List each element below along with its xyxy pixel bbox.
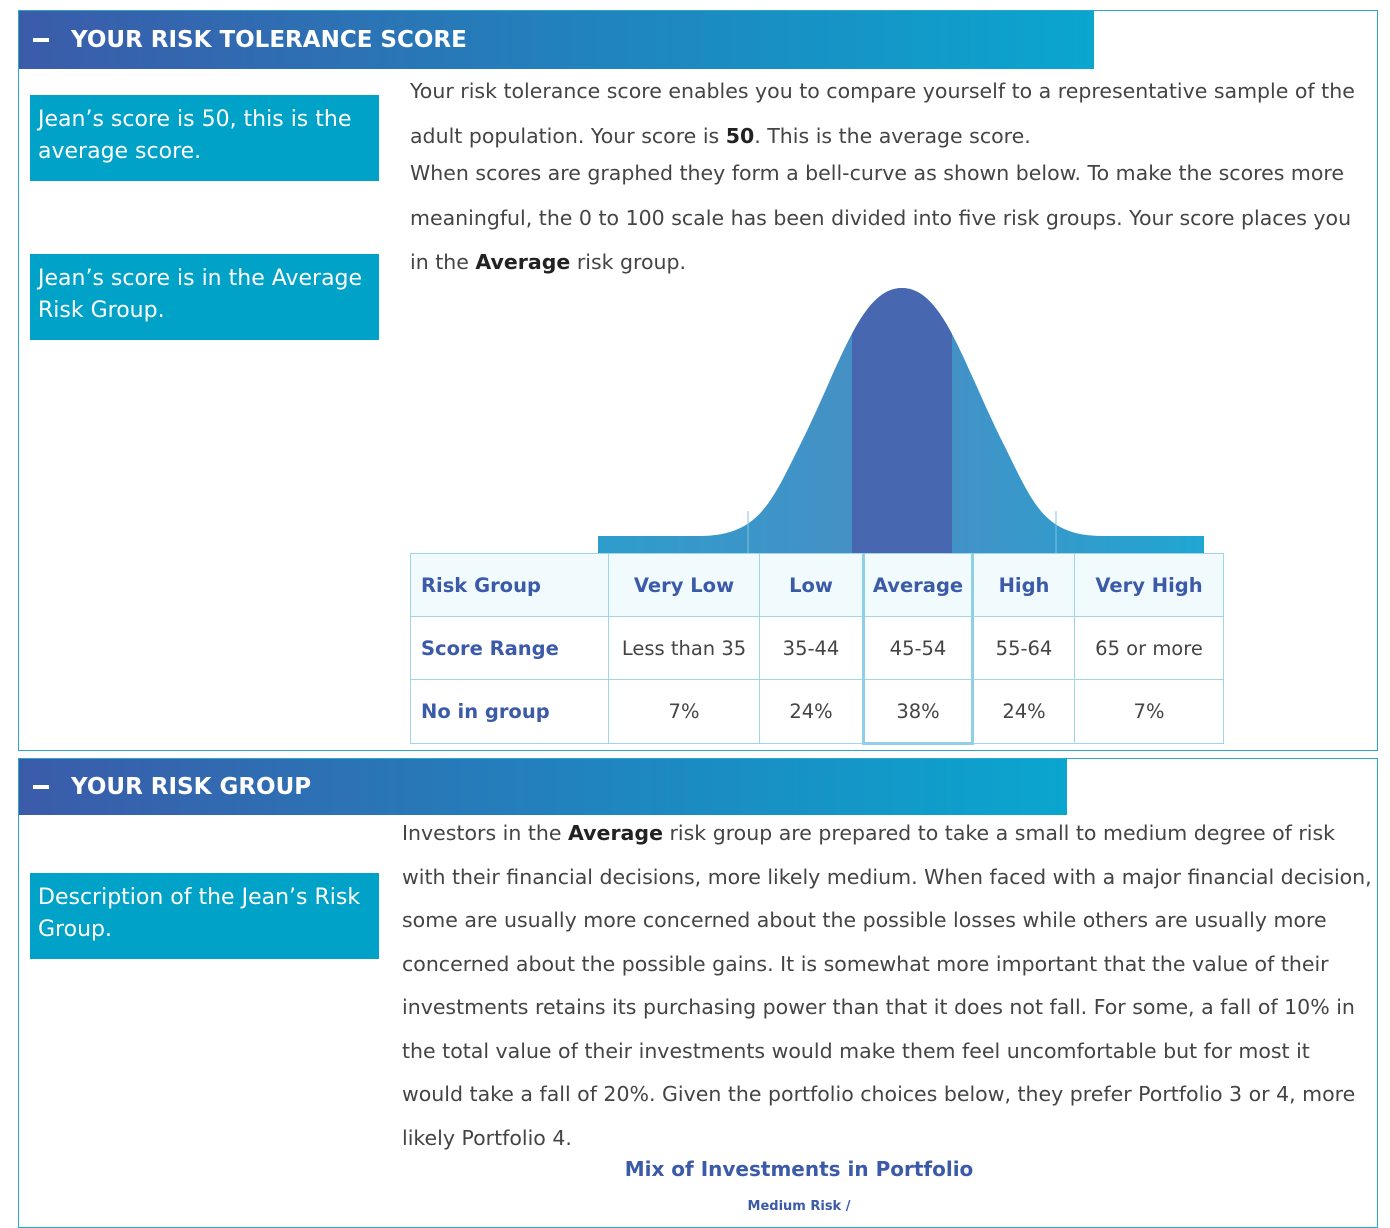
text: risk group.	[570, 250, 687, 274]
table-cell: 55-64	[972, 616, 1075, 680]
table-cell: Very Low	[608, 553, 760, 617]
table-cell: Score Range	[410, 616, 609, 680]
table-cell: No in group	[410, 679, 609, 744]
header-text: YOUR RISK GROUP	[71, 774, 312, 800]
header-text: YOUR RISK TOLERANCE SCORE	[71, 27, 467, 53]
table-cell: 65 or more	[1074, 616, 1224, 680]
text: risk group are prepared to take a small …	[402, 821, 1372, 1150]
bold-text: 50	[725, 123, 755, 148]
table-cell: 45-54	[862, 616, 974, 680]
table-row: Score Range Less than 35 35-44 45-54 55-64 65…	[410, 616, 1224, 680]
table-cell: Less than 35	[608, 616, 760, 680]
table-cell: 7%	[608, 679, 760, 744]
risk-group-panel: YOUR RISK GROUP Description of the Jean’…	[18, 758, 1378, 1228]
bell-curve	[598, 288, 1204, 554]
paragraph: Investors in the Average risk group are …	[402, 812, 1377, 1160]
table-cell: Very High	[1074, 553, 1224, 617]
panel-header[interactable]: YOUR RISK TOLERANCE SCORE	[19, 11, 1094, 69]
text: Investors in the	[402, 821, 569, 845]
chart-title: Mix of Investments in Portfolio	[624, 1157, 974, 1181]
risk-table: Risk Group Very Low Low Average High Very Hig…	[410, 553, 1224, 745]
callout: Jean’s score is 50, this is the average …	[30, 95, 379, 181]
table-cell: Risk Group	[410, 553, 609, 617]
table-cell: Average	[862, 553, 974, 617]
table-row: Risk Group Very Low Low Average High Very Hig…	[410, 553, 1224, 617]
paragraph: When scores are graphed they form a bell…	[410, 151, 1370, 285]
chart-subtitle: Medium Risk /	[747, 1199, 851, 1214]
paragraph: Your risk tolerance score enables you to…	[410, 69, 1380, 158]
table-cell: 24%	[759, 679, 864, 744]
table-cell: 35-44	[759, 616, 864, 680]
bold-text: Average	[568, 821, 663, 845]
bold-text: Average	[475, 250, 571, 274]
text: Your risk tolerance score enables you to…	[410, 79, 1355, 148]
average-band	[852, 288, 952, 554]
table-cell: 24%	[972, 679, 1075, 744]
callout: Description of the Jean’s Risk Group.	[30, 873, 379, 959]
text: When scores are graphed they form a bell…	[410, 161, 1352, 274]
table-cell: 38%	[862, 679, 974, 745]
text: . This is the average score.	[754, 123, 1031, 148]
panel-header[interactable]: YOUR RISK GROUP	[19, 759, 1067, 815]
table-cell: Low	[759, 553, 864, 617]
callout: Jean’s score is in the Average Risk Grou…	[30, 254, 379, 340]
table-row: No in group 7% 24% 38% 24% 7%	[410, 679, 1224, 745]
risk-score-panel: YOUR RISK TOLERANCE SCORE Jean’s score i…	[18, 10, 1378, 751]
table-cell: 7%	[1074, 679, 1224, 744]
table-cell: High	[972, 553, 1075, 617]
